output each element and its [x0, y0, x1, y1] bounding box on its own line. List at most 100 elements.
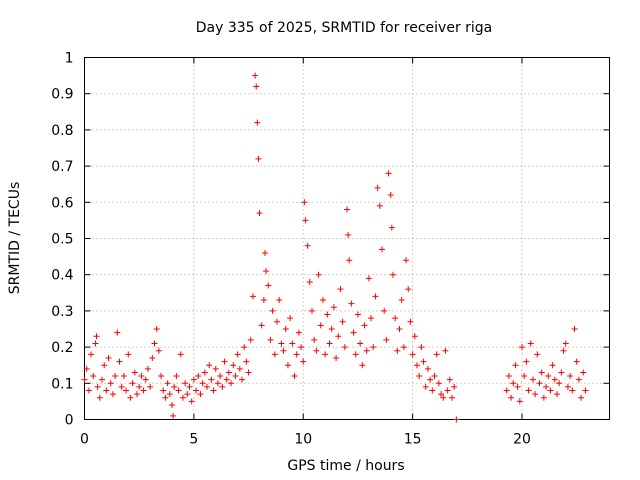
data-point: [116, 358, 123, 365]
data-point: [253, 83, 260, 90]
data-point: [140, 387, 147, 394]
data-point: [228, 380, 235, 387]
data-point: [94, 383, 101, 390]
y-tick-label: 0.5: [51, 232, 73, 248]
data-point: [171, 383, 178, 390]
data-point: [214, 380, 221, 387]
data-point: [169, 402, 175, 409]
data-point: [256, 210, 263, 217]
data-point: [173, 373, 180, 380]
data-point: [212, 365, 219, 372]
data-point: [396, 326, 403, 332]
data-point: [534, 351, 541, 358]
data-point: [392, 315, 399, 322]
data-point: [442, 347, 449, 354]
data-point: [301, 199, 308, 206]
data-point: [400, 344, 407, 351]
data-point: [564, 383, 571, 390]
data-point: [166, 391, 173, 398]
data-point: [123, 387, 130, 394]
data-point: [394, 347, 401, 354]
data-point: [254, 119, 261, 126]
x-tick-label: 20: [513, 432, 531, 448]
data-point: [573, 358, 580, 365]
data-point: [99, 376, 105, 383]
data-point: [333, 354, 340, 361]
data-point: [162, 394, 169, 401]
y-tick-label: 0.8: [51, 123, 73, 139]
y-tick-label: 0.2: [51, 340, 73, 356]
data-point: [142, 376, 149, 383]
data-points: [81, 72, 589, 423]
data-point: [407, 318, 414, 325]
data-point: [374, 184, 381, 191]
data-point: [315, 271, 322, 278]
data-point: [138, 373, 145, 380]
data-point: [414, 362, 420, 369]
data-point: [444, 387, 451, 394]
data-point: [252, 72, 259, 79]
data-point: [280, 347, 287, 354]
data-point: [170, 412, 177, 419]
data-point: [433, 351, 440, 358]
data-point: [398, 297, 405, 304]
data-point: [85, 387, 92, 394]
data-point: [582, 387, 589, 394]
data-point: [265, 282, 272, 289]
data-point: [118, 383, 125, 390]
data-point: [129, 380, 136, 387]
data-point: [190, 376, 197, 383]
data-point: [188, 398, 195, 405]
data-point: [527, 340, 534, 347]
y-axis-label: SRMTID / TECUs: [7, 182, 23, 295]
data-point: [114, 329, 121, 336]
data-point: [545, 373, 552, 380]
data-point: [197, 391, 204, 398]
data-point: [525, 387, 532, 394]
data-point: [337, 286, 344, 293]
data-point: [438, 391, 445, 398]
data-point: [381, 307, 388, 314]
data-point: [405, 286, 412, 293]
data-point: [387, 192, 394, 199]
data-point: [514, 383, 521, 390]
data-point: [560, 347, 567, 354]
data-point: [255, 155, 262, 162]
data-point: [109, 391, 116, 398]
data-point: [125, 351, 132, 358]
data-point: [241, 344, 248, 351]
data-point: [427, 376, 434, 383]
data-point: [147, 383, 154, 390]
data-point: [503, 387, 510, 394]
data-point: [208, 376, 215, 383]
data-point: [363, 347, 370, 354]
data-point: [440, 394, 447, 401]
data-point: [319, 297, 326, 304]
data-point: [521, 373, 528, 380]
data-point: [249, 293, 256, 300]
data-point: [258, 322, 265, 329]
data-point: [93, 333, 100, 340]
data-point: [263, 268, 270, 275]
data-point: [317, 322, 324, 329]
data-point: [160, 387, 167, 394]
data-point: [155, 347, 162, 354]
data-point: [547, 387, 554, 394]
data-point: [177, 351, 184, 358]
data-point: [204, 383, 210, 390]
x-tick-label: 10: [294, 432, 312, 448]
data-point: [556, 380, 563, 387]
data-point: [271, 351, 278, 358]
data-point: [420, 358, 427, 365]
x-tick-labels: 0 5 10 15 20: [80, 432, 531, 448]
data-point: [243, 358, 250, 365]
data-point: [554, 391, 560, 398]
data-point: [313, 347, 320, 354]
data-point: [365, 275, 372, 282]
data-point: [267, 336, 274, 343]
data-point: [206, 362, 213, 369]
data-point: [519, 344, 525, 351]
data-point: [269, 307, 276, 314]
data-point: [92, 340, 99, 347]
